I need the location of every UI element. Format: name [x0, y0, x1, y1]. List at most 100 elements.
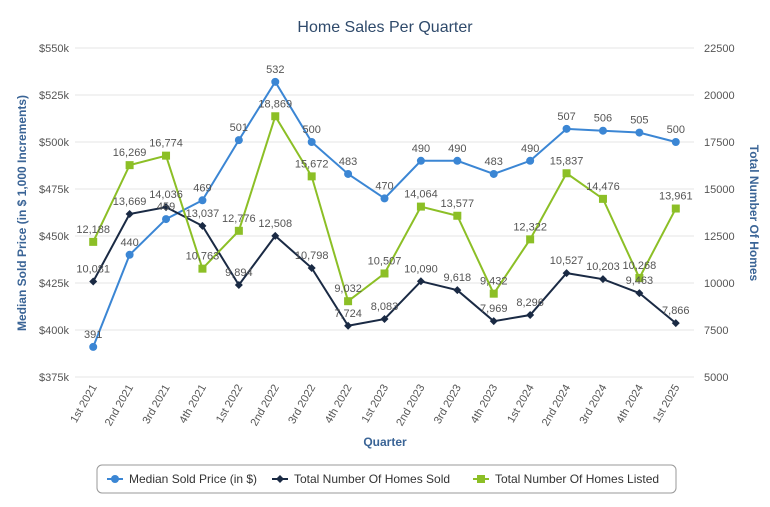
- data-label: 469: [193, 182, 211, 194]
- point-marker: [380, 194, 389, 203]
- data-label: 7,724: [334, 308, 362, 320]
- data-label: 501: [230, 122, 248, 134]
- data-label: 490: [412, 143, 430, 155]
- left-tick-label: $475k: [39, 184, 69, 196]
- point-marker: [307, 138, 316, 146]
- data-label: 13,577: [440, 198, 474, 210]
- data-label: 470: [375, 180, 393, 192]
- data-label: 8,083: [371, 301, 399, 313]
- point-marker: [89, 342, 98, 351]
- point-marker: [489, 169, 498, 178]
- data-label: 16,269: [113, 147, 147, 159]
- x-tick-label: 2nd 2023: [394, 383, 427, 429]
- legend: Median Sold Price (in $) Total Number Of …: [96, 464, 677, 494]
- point-marker: [416, 277, 425, 286]
- data-label: 9,432: [480, 276, 508, 288]
- data-label: 7,969: [480, 303, 508, 315]
- x-axis-title: Quarter: [363, 435, 407, 449]
- data-label: 13,669: [113, 196, 147, 208]
- point-marker: [344, 169, 353, 178]
- data-labels: 391 440 459 469 501 532 500 483 470 490 490 483 490 5…: [76, 64, 692, 341]
- data-label: 12,508: [258, 218, 292, 230]
- point-marker: [477, 475, 485, 483]
- data-label: 507: [557, 111, 575, 123]
- point-marker: [234, 136, 243, 145]
- data-label: 12,776: [222, 213, 256, 225]
- data-label: 10,090: [404, 263, 438, 275]
- data-label: 9,894: [225, 267, 253, 279]
- point-marker: [416, 202, 425, 211]
- point-marker: [89, 237, 98, 246]
- right-tick-label: 12500: [704, 231, 735, 243]
- right-tick-label: 10000: [704, 278, 735, 290]
- right-axis-title: Total Number Of Homes: [747, 145, 761, 282]
- right-tick-label: 22500: [704, 43, 735, 55]
- data-label: 7,866: [662, 305, 690, 317]
- point-marker: [276, 475, 284, 483]
- series-2: [89, 203, 680, 330]
- x-tick-label: 2nd 2021: [103, 383, 136, 429]
- data-label: 15,837: [550, 155, 584, 167]
- point-marker: [271, 77, 280, 86]
- data-label: 13,037: [186, 208, 220, 220]
- data-label: 506: [594, 113, 612, 125]
- data-label: 14,064: [404, 189, 438, 201]
- data-label: 9,032: [334, 283, 362, 295]
- point-marker: [562, 124, 571, 133]
- point-marker: [162, 151, 171, 160]
- data-label: 15,672: [295, 158, 329, 170]
- x-tick-label: 1st 2022: [214, 383, 245, 426]
- data-label: 12,188: [76, 224, 110, 236]
- point-marker: [234, 226, 243, 235]
- point-marker: [89, 277, 98, 286]
- data-label: 391: [84, 329, 102, 341]
- point-marker: [635, 128, 644, 137]
- data-label: 490: [448, 143, 466, 155]
- right-axis-ticks: 5000 7500 10000 12500 15000 17500 20000 22500: [704, 43, 735, 384]
- left-axis-ticks: $375k $400k $425k $450k $475k $500k $525k $550k: [39, 43, 69, 384]
- data-label: 16,774: [149, 138, 183, 150]
- grid-lines: [75, 47, 694, 378]
- data-label: 8,296: [516, 297, 544, 309]
- point-marker: [562, 269, 571, 278]
- right-tick-label: 17500: [704, 137, 735, 149]
- data-label: 10,798: [295, 250, 329, 262]
- data-label: 532: [266, 64, 284, 76]
- left-tick-label: $500k: [39, 137, 69, 149]
- point-marker: [380, 315, 389, 324]
- point-marker: [671, 204, 680, 213]
- x-tick-label: 4th 2023: [469, 383, 501, 426]
- point-marker: [598, 126, 607, 135]
- data-label: 10,203: [586, 261, 620, 273]
- point-marker: [162, 215, 171, 224]
- data-label: 14,036: [149, 189, 183, 201]
- data-label: 13,961: [659, 191, 693, 203]
- data-label: 459: [157, 201, 175, 213]
- data-label: 12,322: [513, 221, 547, 233]
- series-1: [89, 77, 680, 351]
- data-label: 10,081: [76, 263, 110, 275]
- x-tick-label: 1st 2021: [68, 383, 99, 426]
- x-tick-label: 3rd 2021: [141, 383, 173, 427]
- point-marker: [671, 138, 680, 146]
- data-label: 9,618: [444, 272, 472, 284]
- point-marker: [271, 112, 280, 121]
- data-label: 14,476: [586, 181, 620, 193]
- data-label: 10,268: [623, 260, 657, 272]
- right-tick-label: 7500: [704, 325, 728, 337]
- legend-item[interactable]: Total Number Of Homes Listed: [473, 472, 659, 486]
- point-marker: [344, 321, 353, 330]
- point-marker: [198, 221, 207, 230]
- x-tick-label: 3rd 2024: [577, 383, 609, 427]
- x-tick-label: 4th 2021: [177, 383, 209, 426]
- legend-label: Median Sold Price (in $): [129, 472, 257, 486]
- point-marker: [162, 203, 171, 212]
- right-tick-label: 20000: [704, 90, 735, 102]
- legend-label: Total Number Of Homes Listed: [495, 472, 659, 486]
- point-marker: [489, 289, 498, 298]
- legend-item[interactable]: Median Sold Price (in $): [107, 472, 257, 486]
- left-tick-label: $375k: [39, 372, 69, 384]
- legend-item[interactable]: Total Number Of Homes Sold: [272, 472, 450, 486]
- legend-box: [96, 464, 677, 494]
- chart-title: Home Sales Per Quarter: [297, 19, 473, 36]
